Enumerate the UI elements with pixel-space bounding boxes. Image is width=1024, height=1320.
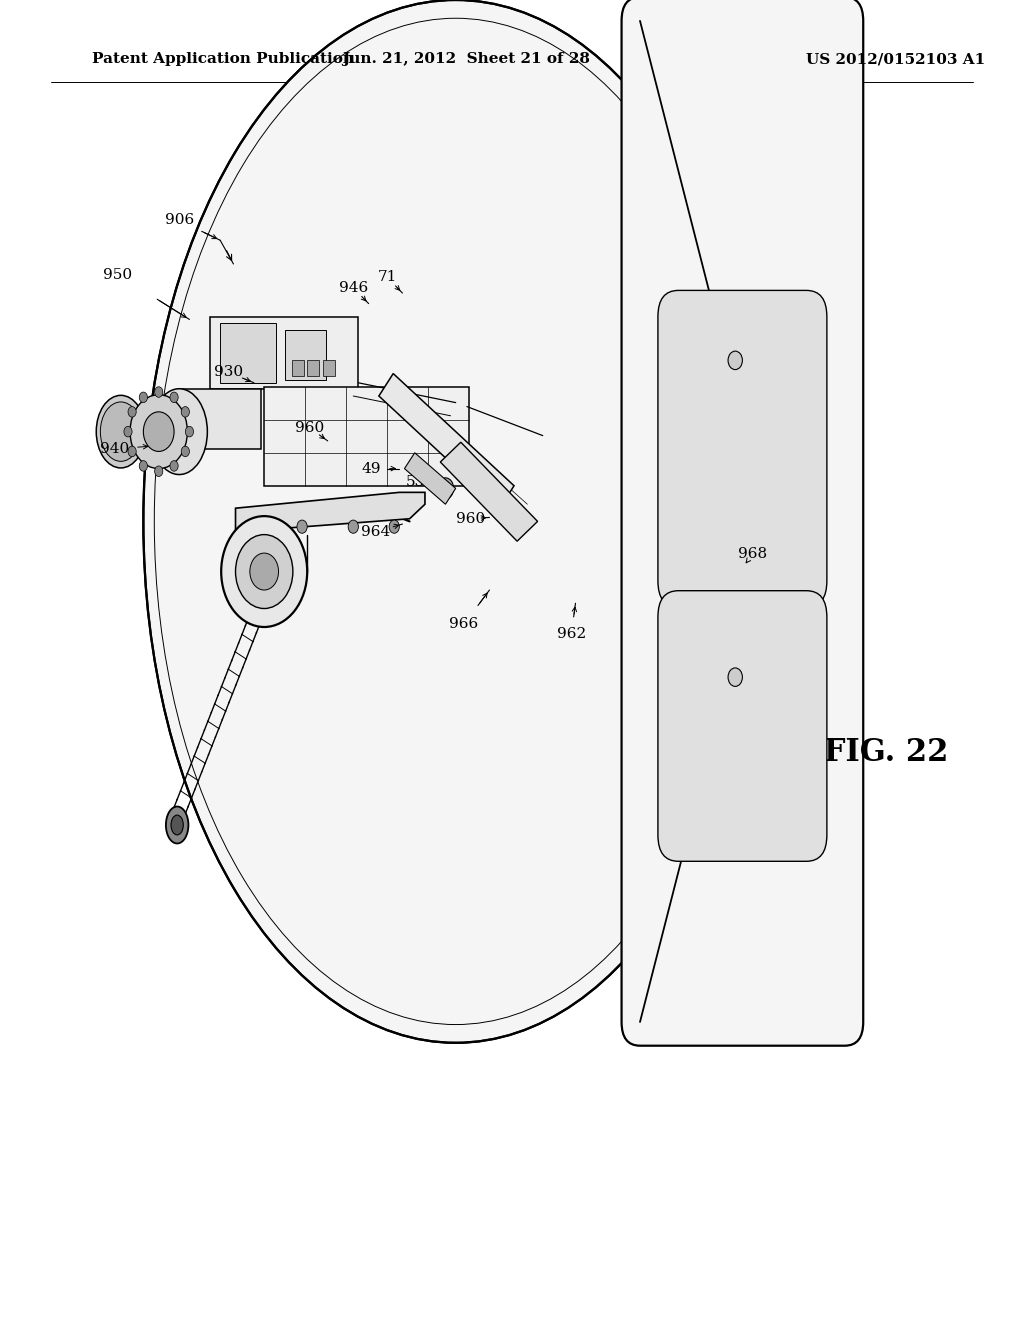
Circle shape: [185, 426, 194, 437]
Bar: [292, 360, 304, 376]
Circle shape: [155, 466, 163, 477]
Polygon shape: [440, 442, 538, 541]
Bar: [285, 330, 326, 380]
Text: 950: 950: [103, 268, 132, 281]
Circle shape: [128, 407, 136, 417]
Text: 966: 966: [450, 618, 478, 631]
Circle shape: [728, 351, 742, 370]
Text: 960: 960: [295, 421, 324, 434]
Ellipse shape: [96, 396, 145, 469]
Circle shape: [236, 535, 293, 609]
Ellipse shape: [143, 0, 768, 1043]
Text: 968: 968: [738, 548, 767, 561]
Circle shape: [181, 407, 189, 417]
Bar: [307, 360, 319, 376]
Circle shape: [389, 520, 399, 533]
Circle shape: [170, 392, 178, 403]
Text: 930: 930: [214, 366, 243, 379]
Text: 49: 49: [361, 462, 382, 475]
Circle shape: [221, 516, 307, 627]
FancyBboxPatch shape: [657, 591, 827, 862]
Circle shape: [155, 387, 163, 397]
Text: Patent Application Publication: Patent Application Publication: [92, 53, 354, 66]
Circle shape: [251, 520, 261, 533]
Polygon shape: [236, 492, 425, 532]
FancyBboxPatch shape: [622, 0, 863, 1045]
Bar: [264, 387, 469, 486]
Circle shape: [181, 446, 189, 457]
Circle shape: [297, 520, 307, 533]
Text: 960: 960: [457, 512, 485, 525]
Circle shape: [139, 461, 147, 471]
Text: 962: 962: [557, 627, 586, 640]
Bar: [323, 360, 335, 376]
Circle shape: [130, 395, 187, 469]
Circle shape: [128, 446, 136, 457]
Ellipse shape: [166, 807, 188, 843]
Ellipse shape: [100, 401, 141, 462]
Text: Jun. 21, 2012  Sheet 21 of 28: Jun. 21, 2012 Sheet 21 of 28: [342, 53, 590, 66]
Polygon shape: [404, 453, 456, 504]
Text: 940: 940: [100, 442, 129, 455]
Circle shape: [728, 668, 742, 686]
Text: US 2012/0152103 A1: US 2012/0152103 A1: [806, 53, 986, 66]
Circle shape: [250, 553, 279, 590]
Circle shape: [437, 478, 454, 499]
Circle shape: [124, 426, 132, 437]
Circle shape: [348, 520, 358, 533]
Text: FIG. 22: FIG. 22: [823, 737, 948, 768]
Text: 946: 946: [339, 281, 368, 294]
Circle shape: [139, 392, 147, 403]
Text: 53: 53: [407, 475, 425, 488]
Bar: [179, 389, 261, 449]
Bar: [210, 317, 358, 389]
Ellipse shape: [171, 814, 183, 836]
Text: 906: 906: [165, 214, 194, 227]
Bar: [220, 323, 276, 383]
FancyBboxPatch shape: [657, 290, 827, 607]
Circle shape: [143, 412, 174, 451]
Ellipse shape: [152, 388, 207, 474]
Circle shape: [170, 461, 178, 471]
Text: 964: 964: [361, 525, 390, 539]
Polygon shape: [379, 374, 514, 508]
Text: 71: 71: [378, 271, 396, 284]
